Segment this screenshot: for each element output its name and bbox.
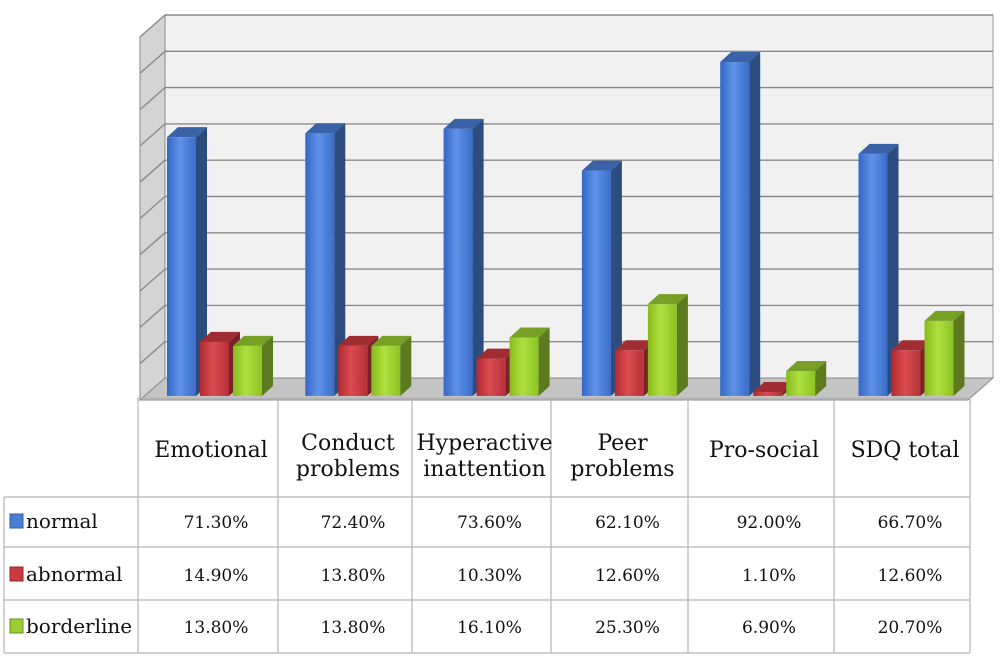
gridline-side [139,268,166,292]
gridline-side [139,232,166,256]
cell-borderline-hyperactive-inattention: 16.10% [457,618,522,638]
category-label-hyperactive-inattention: Hyperactive [417,431,553,456]
legend-label-normal: normal [26,509,98,533]
category-label-peer-problems: Peer [597,431,648,456]
bar-borderline-conduct-problems [371,335,412,396]
cell-abnormal-pro-social: 1.10% [742,566,796,586]
bar-borderline-emotional [233,335,273,396]
bar-normal-sdq-total [858,143,899,396]
bar-normal-conduct-problems [305,123,346,397]
cell-borderline-peer-problems: 25.30% [595,618,660,638]
gridline-side [139,50,166,74]
gridlines [139,14,993,365]
gridline-side [139,195,166,220]
bar-normal-peer-problems [581,160,622,396]
cell-borderline-emotional: 13.80% [184,618,249,638]
category-label-conduct-problems: Conduct [301,431,395,456]
cell-normal-emotional: 71.30% [184,513,249,533]
gridline-side [139,304,166,328]
cell-abnormal-emotional: 14.90% [184,566,249,586]
cell-borderline-conduct-problems: 13.80% [321,618,386,638]
category-label-peer-problems: problems [570,457,674,482]
cell-borderline-sdq-total: 20.70% [878,618,943,638]
category-label-emotional: Emotional [154,438,268,463]
category-label-sdq-total: SDQ total [851,438,960,463]
legend-key-borderline [9,618,24,634]
cell-normal-peer-problems: 62.10% [595,513,660,533]
bar-borderline-peer-problems [647,294,688,396]
cell-normal-sdq-total: 66.70% [878,513,943,533]
bar-borderline-hyperactive-inattention [509,327,550,396]
bar-normal-pro-social [720,52,761,396]
cell-normal-conduct-problems: 72.40% [321,513,386,533]
cell-abnormal-conduct-problems: 13.80% [321,566,386,586]
gridline-side [139,87,166,111]
bar-normal-hyperactive-inattention [443,118,484,396]
category-label-hyperactive-inattention: inattention [423,457,545,482]
cell-normal-hyperactive-inattention: 73.60% [457,513,522,533]
bar-normal-emotional [167,127,207,396]
gridline-side [139,341,166,365]
gridline-side [139,159,166,183]
legend-key-abnormal [9,566,24,582]
category-label-pro-social: Pro-social [709,438,819,463]
legend-label-abnormal: abnormal [26,562,123,586]
legend-key-normal [9,513,24,529]
data-table: Emotional ConductproblemsHyperactiveinatt… [3,397,971,654]
category-label-conduct-problems: problems [296,457,400,482]
bar-borderline-sdq-total [924,310,965,396]
bar-borderline-pro-social [786,360,827,396]
cell-normal-pro-social: 92.00% [737,513,802,533]
bars [167,52,965,397]
legend-label-borderline: borderline [26,614,132,638]
cell-abnormal-peer-problems: 12.60% [595,566,660,586]
cell-borderline-pro-social: 6.90% [742,618,796,638]
gridline-side [139,123,166,147]
gridline-side [139,14,166,38]
cell-abnormal-hyperactive-inattention: 10.30% [457,566,522,586]
cell-abnormal-sdq-total: 12.60% [878,566,943,586]
